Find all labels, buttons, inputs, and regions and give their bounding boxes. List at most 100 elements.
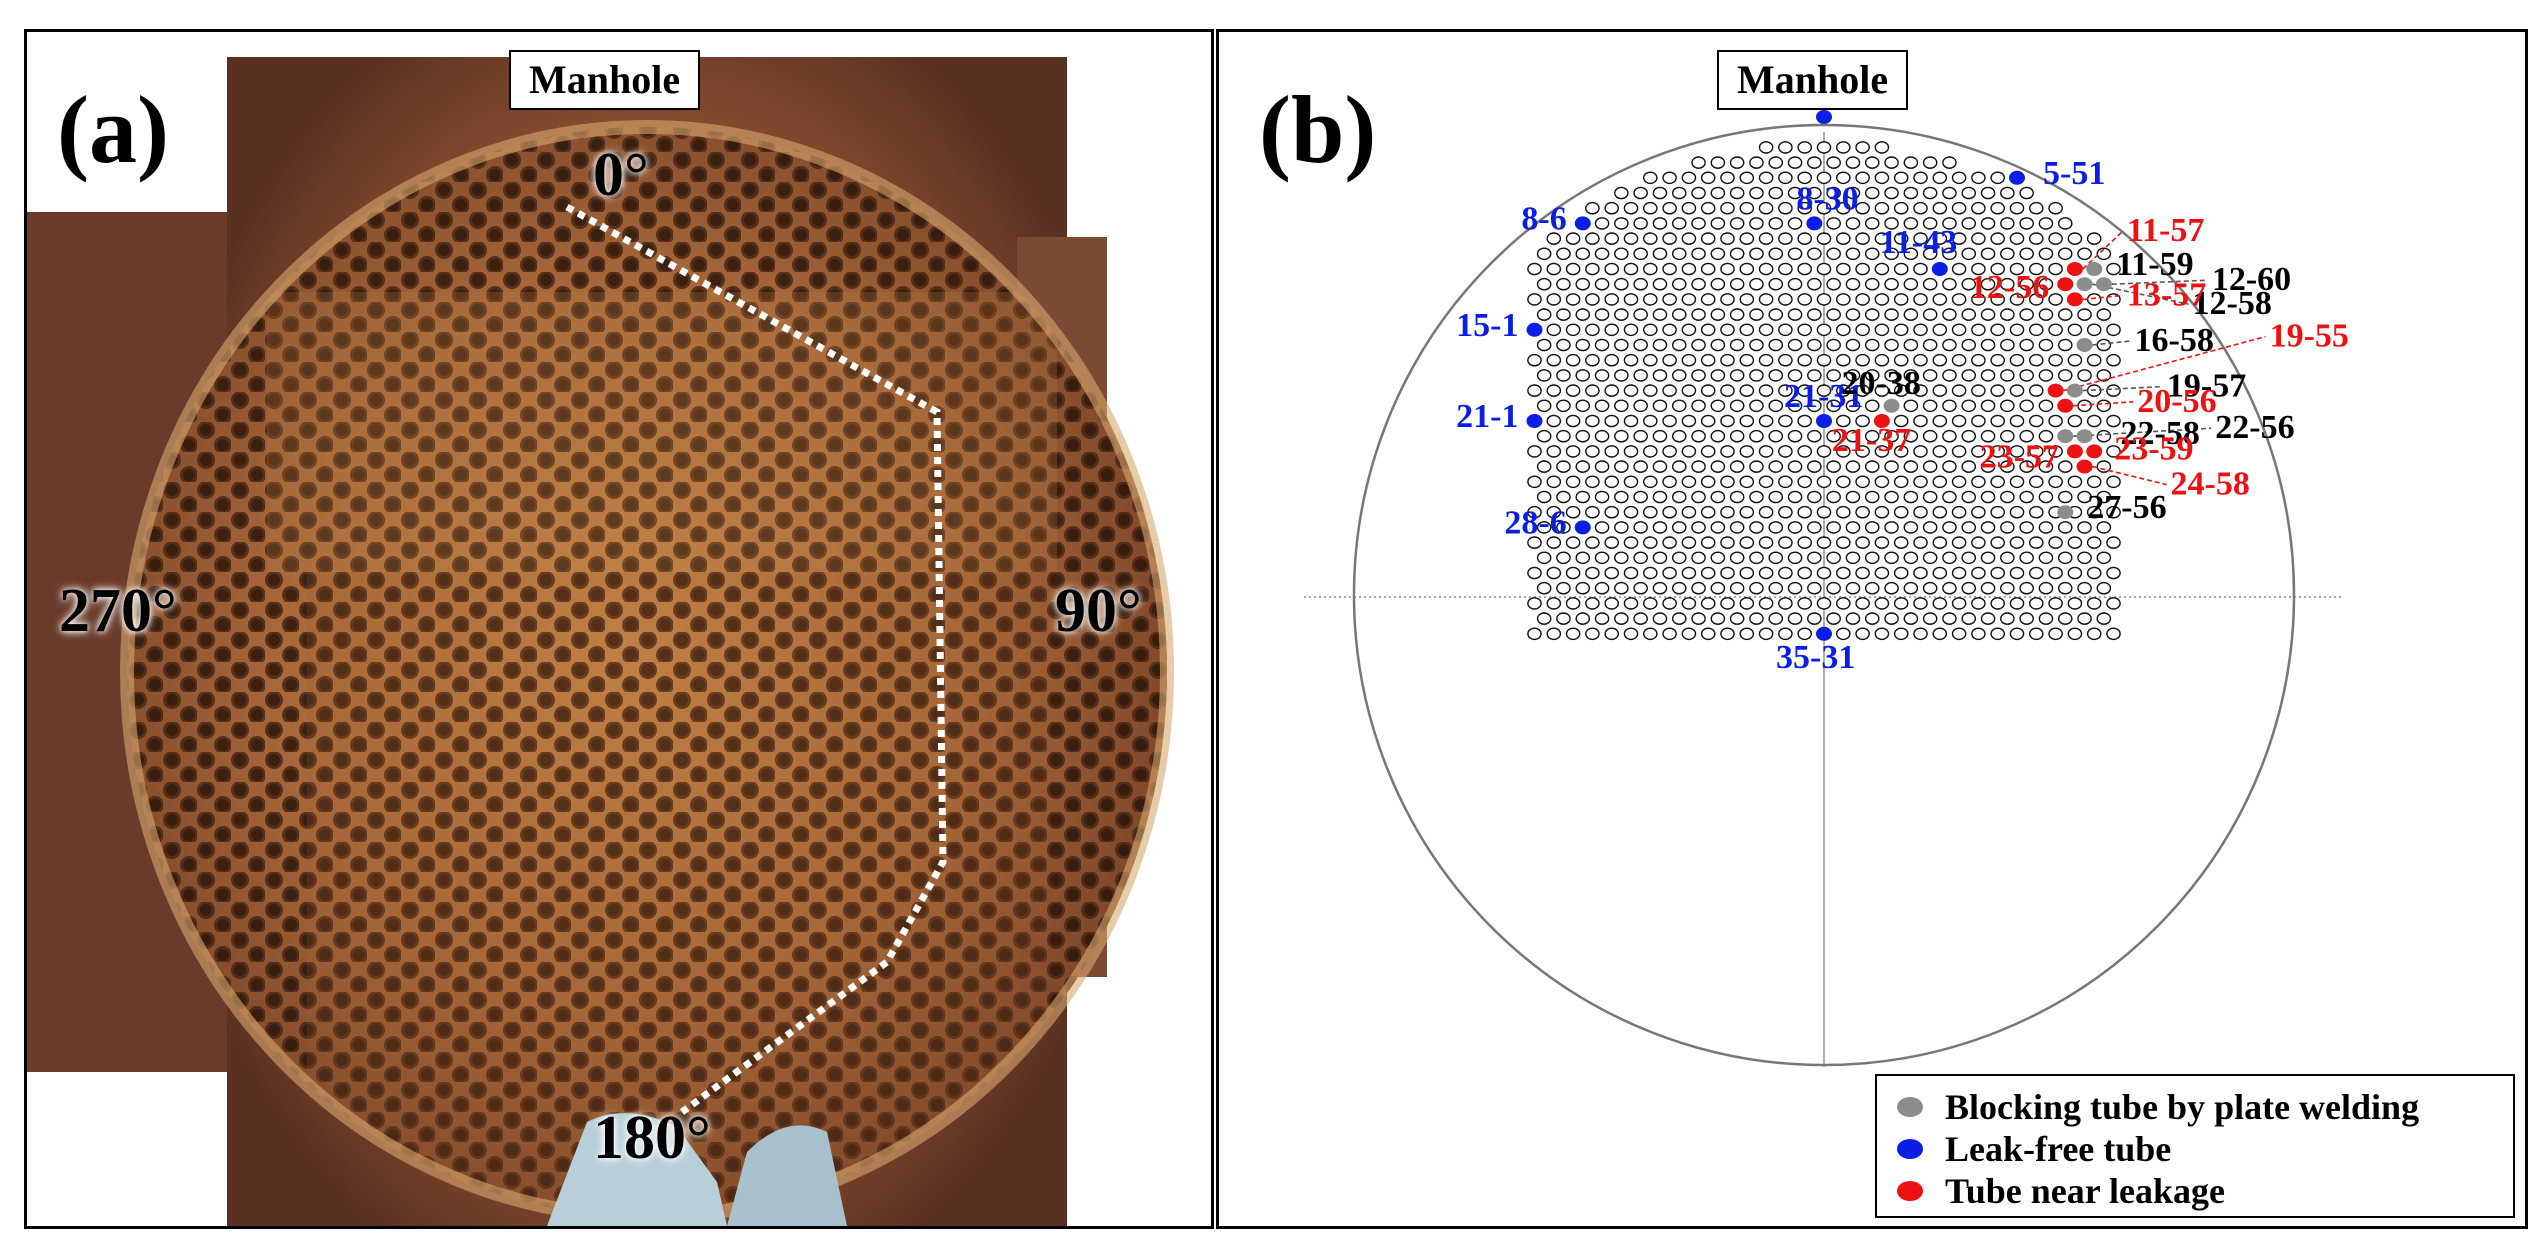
tube-hole bbox=[1942, 186, 1957, 200]
tube-hole bbox=[1652, 217, 1668, 230]
tube-hole bbox=[2019, 460, 2034, 473]
tube-hole bbox=[1826, 247, 1841, 261]
tube-hole bbox=[1845, 581, 1861, 595]
tube-hole bbox=[1922, 369, 1938, 382]
tube-hole bbox=[2048, 414, 2063, 428]
legend-label-blocking: Blocking tube by plate welding bbox=[1945, 1087, 2420, 1127]
tube-hole bbox=[1893, 293, 1909, 306]
tube-hole bbox=[1749, 460, 1764, 473]
tube-hole bbox=[2009, 323, 2025, 337]
tube-hole bbox=[1536, 490, 1552, 504]
tube-hole bbox=[2000, 277, 2015, 291]
tube-hole bbox=[1836, 232, 1851, 245]
tube-hole bbox=[1961, 186, 1977, 200]
tube-hole bbox=[1720, 475, 1735, 489]
tube-hole bbox=[1536, 581, 1552, 595]
tube-hole bbox=[1575, 551, 1591, 565]
tube-hole bbox=[1845, 551, 1861, 565]
tube-hole bbox=[1527, 627, 1542, 641]
tube-hole bbox=[1749, 217, 1764, 230]
tube-hole bbox=[2019, 308, 2034, 321]
tube-hole bbox=[1845, 156, 1861, 169]
tube-hole bbox=[1662, 262, 1677, 276]
tube-hole bbox=[1855, 445, 1870, 458]
tube-hole bbox=[1903, 217, 1919, 230]
tube-hole bbox=[1633, 399, 1648, 413]
tube-hole bbox=[1787, 490, 1803, 504]
tube-hole bbox=[1758, 475, 1774, 489]
tube-hole bbox=[1884, 186, 1899, 200]
tube-hole bbox=[1942, 247, 1957, 261]
tube-hole bbox=[1671, 460, 1687, 473]
tube-hole bbox=[2000, 186, 2015, 200]
tube-hole bbox=[2067, 414, 2083, 428]
tube-hole bbox=[1556, 308, 1571, 321]
tube-hole bbox=[1990, 201, 2006, 215]
tube-hole bbox=[1729, 156, 1745, 169]
tube-hole bbox=[1575, 581, 1591, 595]
tube-hole bbox=[1739, 384, 1755, 397]
tube-hole bbox=[1990, 536, 2006, 549]
tube-hole bbox=[1874, 566, 1890, 580]
tube-hole bbox=[1546, 353, 1562, 367]
tube-hole bbox=[1816, 353, 1832, 367]
tube-hole bbox=[1942, 369, 1957, 382]
tube-hole bbox=[1681, 171, 1697, 185]
tube-hole bbox=[1575, 460, 1591, 473]
tube-hole bbox=[1556, 338, 1571, 352]
tube-marker-21-1 bbox=[1526, 414, 1543, 428]
tube-hole bbox=[1836, 262, 1851, 276]
tube-hole bbox=[1884, 551, 1899, 565]
tube-hole bbox=[1884, 338, 1899, 352]
tube-hole bbox=[1778, 323, 1793, 337]
tube-hole bbox=[1604, 293, 1620, 306]
tube-hole bbox=[1816, 262, 1832, 276]
tube-hole bbox=[1623, 505, 1639, 519]
tube-label-20-38: 20-38 bbox=[1842, 365, 1921, 402]
tube-hole bbox=[2086, 566, 2102, 580]
tube-hole bbox=[1749, 338, 1764, 352]
tube-hole bbox=[1681, 353, 1697, 367]
tube-hole bbox=[1729, 581, 1745, 595]
tube-marker-23-57 bbox=[2066, 444, 2083, 459]
tube-hole bbox=[1922, 429, 1938, 443]
tube-hole bbox=[1778, 597, 1793, 610]
tube-hole bbox=[1565, 262, 1581, 276]
tube-hole bbox=[1826, 186, 1841, 200]
tube-hole bbox=[1961, 247, 1977, 261]
tube-hole bbox=[1864, 217, 1880, 230]
tube-hole bbox=[1536, 612, 1552, 625]
tube-hole bbox=[1874, 505, 1890, 519]
tube-hole bbox=[1546, 232, 1562, 245]
tube-hole bbox=[1816, 536, 1832, 549]
tube-hole bbox=[1729, 277, 1745, 291]
tube-hole bbox=[1768, 338, 1784, 352]
tube-hole bbox=[1797, 505, 1813, 519]
tube-hole bbox=[1942, 490, 1957, 504]
tube-hole bbox=[2048, 323, 2063, 337]
tube-hole bbox=[1903, 612, 1919, 625]
tube-hole bbox=[1951, 293, 1967, 306]
tube-hole bbox=[2096, 551, 2112, 565]
tube-hole bbox=[2106, 475, 2121, 489]
tube-hole bbox=[1951, 505, 1967, 519]
tube-hole bbox=[1893, 323, 1909, 337]
tube-hole bbox=[1971, 171, 1986, 185]
tube-marker-8-30 bbox=[1806, 216, 1823, 231]
tube-hole bbox=[1893, 232, 1909, 245]
tube-hole bbox=[1749, 308, 1764, 321]
tube-hole bbox=[1826, 277, 1841, 291]
tube-hole bbox=[1623, 323, 1639, 337]
tube-hole bbox=[1797, 171, 1813, 185]
tube-hole bbox=[2096, 338, 2112, 352]
tube-hole bbox=[2009, 353, 2025, 367]
tube-hole bbox=[1575, 277, 1591, 291]
tube-hole bbox=[2000, 581, 2015, 595]
tube-hole bbox=[2077, 247, 2092, 261]
tube-hole bbox=[1662, 171, 1677, 185]
tube-hole bbox=[2009, 384, 2025, 397]
tube-hole bbox=[1681, 505, 1697, 519]
tube-hole bbox=[2009, 536, 2025, 549]
tube-hole bbox=[1836, 201, 1851, 215]
tube-hole bbox=[1932, 597, 1948, 610]
